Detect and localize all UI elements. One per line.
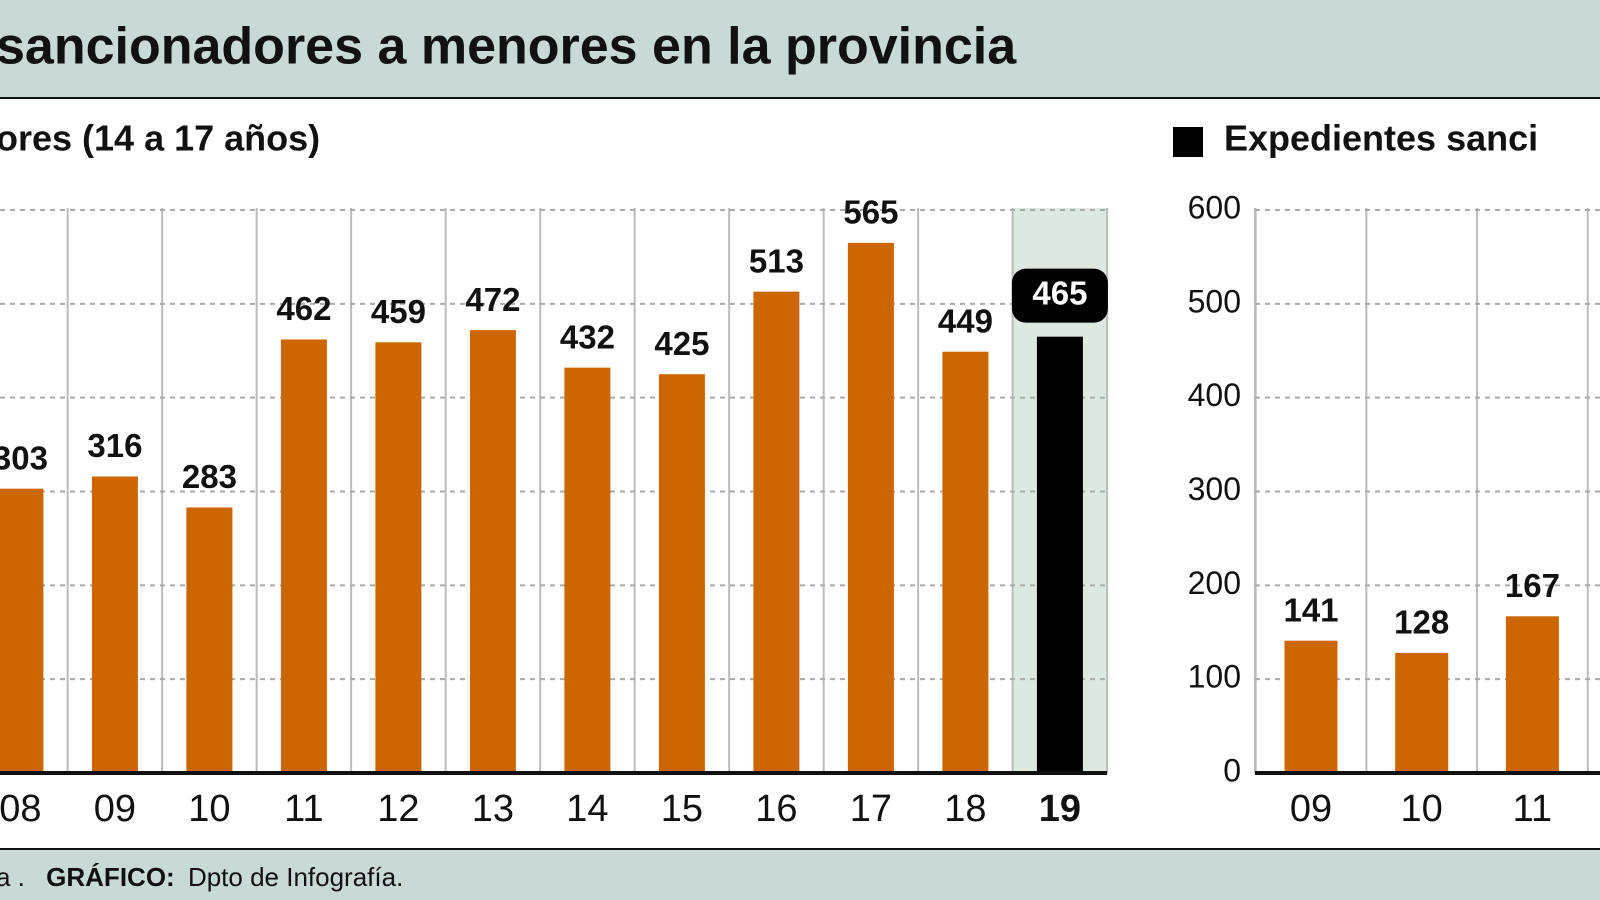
x-tick-label: 18 <box>944 788 986 830</box>
bar <box>0 488 44 773</box>
y-tick-label: 0 <box>1223 752 1241 788</box>
x-tick-label: 17 <box>850 788 892 830</box>
value-label: 425 <box>654 325 709 362</box>
plots: 08 303 09 316 10 283 11 462 12 459 13 472 14 432 15 425… <box>0 189 1600 830</box>
legend-square <box>1173 127 1203 157</box>
bar <box>564 367 611 773</box>
bar <box>942 351 989 773</box>
source: a . <box>0 862 25 892</box>
value-label: 462 <box>276 290 331 327</box>
bar <box>1036 336 1083 773</box>
value-label: 316 <box>87 427 142 464</box>
value-label: 565 <box>843 194 898 231</box>
x-tick-label: 09 <box>1290 788 1332 830</box>
bar <box>753 291 800 773</box>
y-tick-label: 500 <box>1188 283 1241 319</box>
title-band <box>0 0 1600 98</box>
bar <box>186 507 233 773</box>
value-label: 141 <box>1283 591 1338 628</box>
value-label: 128 <box>1394 604 1449 641</box>
bar <box>469 330 516 773</box>
x-tick-label: 16 <box>755 788 797 830</box>
bar <box>658 374 705 773</box>
bar <box>280 339 327 773</box>
y-tick-label: 100 <box>1188 659 1241 695</box>
y-tick-label: 300 <box>1188 471 1241 507</box>
value-label: 303 <box>0 439 48 476</box>
x-tick-label: 14 <box>566 788 608 830</box>
x-tick-label: 15 <box>661 788 703 830</box>
bar <box>91 476 138 773</box>
y-tick-label: 400 <box>1188 377 1241 413</box>
credit: Dpto de Infografía. <box>188 862 403 892</box>
value-label: 472 <box>465 281 520 318</box>
value-label: 449 <box>938 302 993 339</box>
title: sancionadores a menores en la provincia <box>0 18 1017 76</box>
value-label: 167 <box>1505 567 1560 604</box>
value-label: 459 <box>371 293 426 330</box>
bar <box>1284 640 1338 773</box>
footer: a . GRÁFICO: Dpto de Infografía. <box>0 862 403 892</box>
bar <box>1505 616 1559 773</box>
y-tick-label: 600 <box>1188 189 1241 225</box>
chart-title: Expedientes sanci <box>1224 118 1538 159</box>
value-label: 283 <box>182 458 237 495</box>
x-tick-label: 13 <box>472 788 514 830</box>
value-label: 432 <box>560 318 615 355</box>
chart-title: ores (14 a 17 años) <box>0 118 320 159</box>
x-tick-label: 11 <box>1513 788 1552 830</box>
credit-label: GRÁFICO: <box>46 862 175 892</box>
x-tick-label: 11 <box>284 788 323 830</box>
value-label: 513 <box>749 242 804 279</box>
x-tick-label: 09 <box>94 788 136 830</box>
bar <box>847 242 894 773</box>
y-tick-label: 200 <box>1188 565 1241 601</box>
value-label-box <box>1011 268 1108 323</box>
x-tick-label: 12 <box>377 788 419 830</box>
footer-band <box>0 849 1600 900</box>
value-label: 465 <box>1032 274 1087 311</box>
x-tick-label: 10 <box>1401 788 1443 830</box>
bar <box>1395 652 1449 773</box>
x-tick-label: 08 <box>0 788 42 830</box>
bar <box>375 342 422 773</box>
x-tick-label: 19 <box>1039 788 1081 830</box>
x-tick-label: 10 <box>188 788 230 830</box>
